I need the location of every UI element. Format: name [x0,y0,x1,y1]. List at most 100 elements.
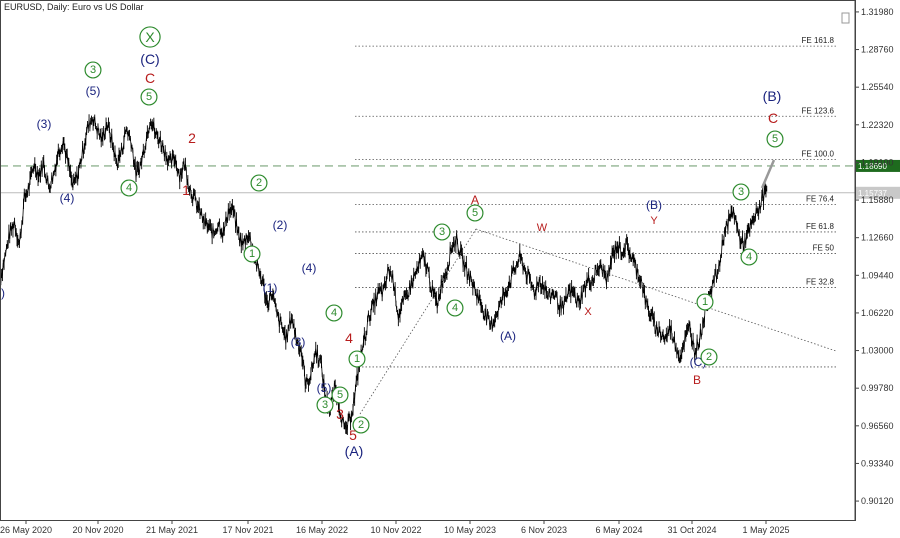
wave-label: 4 [331,307,337,319]
y-tick-label: 1.15880 [861,195,894,205]
current-price-label: 1.15737 [858,189,887,198]
y-tick-label: 1.03000 [861,346,894,356]
fe-level-label: FE 123.6 [802,106,835,115]
fe-level-label: FE 50 [813,244,835,253]
wave-label: (A) [500,329,516,343]
wave-label: 2 [188,130,196,146]
wave-label-circle [732,183,750,201]
wave-label: 2 [358,419,364,431]
fe-level-label: FE 61.8 [806,222,835,231]
y-tick-label: 0.93340 [861,458,894,468]
wave-label: (3) [291,335,306,349]
wave-label: 5 [146,91,152,103]
wave-label: (2) [273,218,288,232]
wave-label: 5 [349,427,357,443]
wave-label-circle [331,386,349,404]
wave-label: (3) [37,117,52,131]
x-tick-label: 6 Nov 2023 [521,525,567,535]
wave-label: (C) [140,51,159,67]
wave-label: 4 [345,330,353,346]
wave-label: Y [650,215,658,227]
resistance-price-label: 1.18690 [858,162,887,171]
wave-label: 1 [182,182,190,198]
fe-level-label: FE 100.0 [802,150,835,159]
wave-label-circle [433,223,451,241]
wave-label: (A) [345,443,364,459]
x-tick-label: 31 Oct 2024 [667,525,716,535]
wave-label: X [145,29,155,45]
current-price-box [855,186,900,199]
resistance-price-box [855,159,900,172]
plot-frame [0,0,856,521]
wave-label: 3 [322,399,328,411]
wave-label-circle [139,26,161,48]
wave-label: (B) [646,198,662,212]
y-tick-label: 1.25540 [861,82,894,92]
chart-title: EURUSD, Daily: Euro vs US Dollar [4,2,144,12]
wave-label-circle [84,61,102,79]
trend-line [475,228,837,352]
wave-label: 1 [702,296,708,308]
x-tick-label: 10 Nov 2022 [370,525,421,535]
wave-label: 1 [249,248,255,260]
wave-label-circle [446,299,464,317]
wave-label-circle [140,88,158,106]
wave-label: C [145,70,155,86]
y-tick-label: 0.99780 [861,383,894,393]
x-tick-label: 26 May 2020 [0,525,52,535]
wave-label-circle [740,248,758,266]
wave-label: (5) [317,381,332,395]
wave-label: (5) [86,84,101,98]
x-tick-label: 10 May 2023 [444,525,496,535]
wave-label: X [584,306,592,318]
price-line [0,117,768,431]
wave-label-circle [352,416,370,434]
wave-label: (1) [263,281,278,295]
projection-line [760,159,776,189]
wave-label-circle [696,293,714,311]
wave-label: 5 [472,207,478,219]
y-tick-label: 1.22320 [861,120,894,130]
y-tick-label: 0.90120 [861,496,894,506]
x-tick-label: 16 May 2022 [296,525,348,535]
wave-label: 4 [746,251,752,263]
wave-label: 3 [439,226,445,238]
wave-label-circle [700,348,718,366]
scale-handle [841,12,850,24]
wave-label: 3 [738,186,744,198]
y-tick-label: 1.09440 [861,270,894,280]
x-tick-label: 20 Nov 2020 [72,525,123,535]
channel-line [359,228,477,415]
wave-label: C [768,110,778,126]
wave-label: B [693,373,701,387]
wave-label: 2 [256,177,262,189]
wave-label: 4 [126,182,132,194]
x-tick-label: 1 May 2025 [742,525,789,535]
fe-level-label: FE 32.8 [806,277,835,286]
fe-level-label: FE 76.4 [806,194,835,203]
wave-label: W [537,222,548,234]
wave-label: 3 [90,64,96,76]
x-tick-label: 21 May 2021 [146,525,198,535]
wave-label-circle [120,179,138,197]
y-tick-label: 0.96560 [861,421,894,431]
wave-label-circle [348,350,366,368]
y-tick-label: 1.19100 [861,157,894,167]
y-tick-label: 1.28760 [861,45,894,55]
wave-label: 5 [337,389,343,401]
wave-label: A [471,193,479,207]
y-tick-label: 1.12660 [861,233,894,243]
wave-label: ) [1,286,5,300]
x-tick-label: 17 Nov 2021 [222,525,273,535]
y-tick-label: 1.06220 [861,308,894,318]
wave-label: (4) [60,191,75,205]
wave-label-circle [766,130,784,148]
wave-label-circle [325,304,343,322]
wave-label: 2 [706,351,712,363]
wave-label: (4) [302,261,317,275]
x-tick-label: 6 May 2024 [595,525,642,535]
wave-label-circle [250,174,268,192]
wave-label: (B) [763,88,782,104]
wave-label: 1 [354,353,360,365]
